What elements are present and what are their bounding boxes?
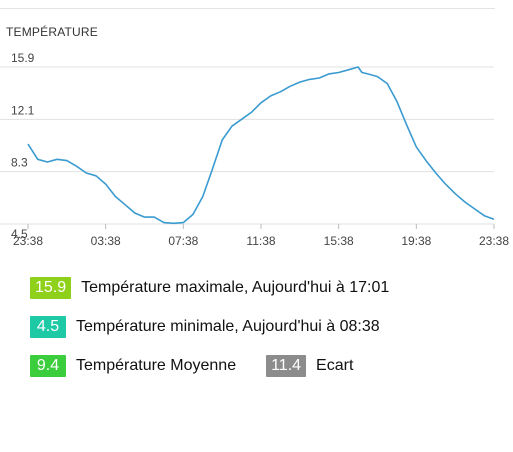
stat-min-row: 4.5 Température minimale, Aujourd'hui à … <box>30 316 380 338</box>
x-tick-label: 15:38 <box>324 234 354 248</box>
min-temp-label: Température minimale, Aujourd'hui à 08:3… <box>76 318 380 335</box>
stat-max-row: 15.9 Température maximale, Aujourd'hui à… <box>30 277 389 299</box>
max-temp-label: Température maximale, Aujourd'hui à 17:0… <box>81 279 390 296</box>
min-temp-badge: 4.5 <box>30 316 66 338</box>
y-tick-label: 15.9 <box>11 51 35 65</box>
top-divider <box>0 8 495 9</box>
max-temp-badge: 15.9 <box>30 277 72 299</box>
x-tick-label: 23:38 <box>13 234 43 248</box>
avg-temp-badge: 9.4 <box>30 355 66 377</box>
avg-temp-label: Température Moyenne <box>76 357 237 374</box>
x-tick-label: 19:38 <box>401 234 431 248</box>
ecart-label: Ecart <box>316 357 354 374</box>
x-tick-label: 07:38 <box>168 234 198 248</box>
stat-avg-row: 9.4 Température Moyenne 11.4 Ecart <box>30 355 353 377</box>
ecart-badge: 11.4 <box>266 355 307 377</box>
chart-title: TEMPÉRATURE <box>6 25 98 39</box>
temperature-chart: 15.912.18.34.523:38 03:38 07:38 11:38 15:38 1… <box>0 51 509 248</box>
temperature-line <box>27 66 495 225</box>
y-tick-label: 8.3 <box>11 156 28 170</box>
x-tick-label: 23:38 <box>479 234 509 248</box>
x-tick-label: 03:38 <box>91 234 121 248</box>
y-tick-label: 12.1 <box>11 103 35 117</box>
x-tick-label: 11:38 <box>246 234 275 248</box>
y-tick-label: 4.5 <box>11 227 28 241</box>
